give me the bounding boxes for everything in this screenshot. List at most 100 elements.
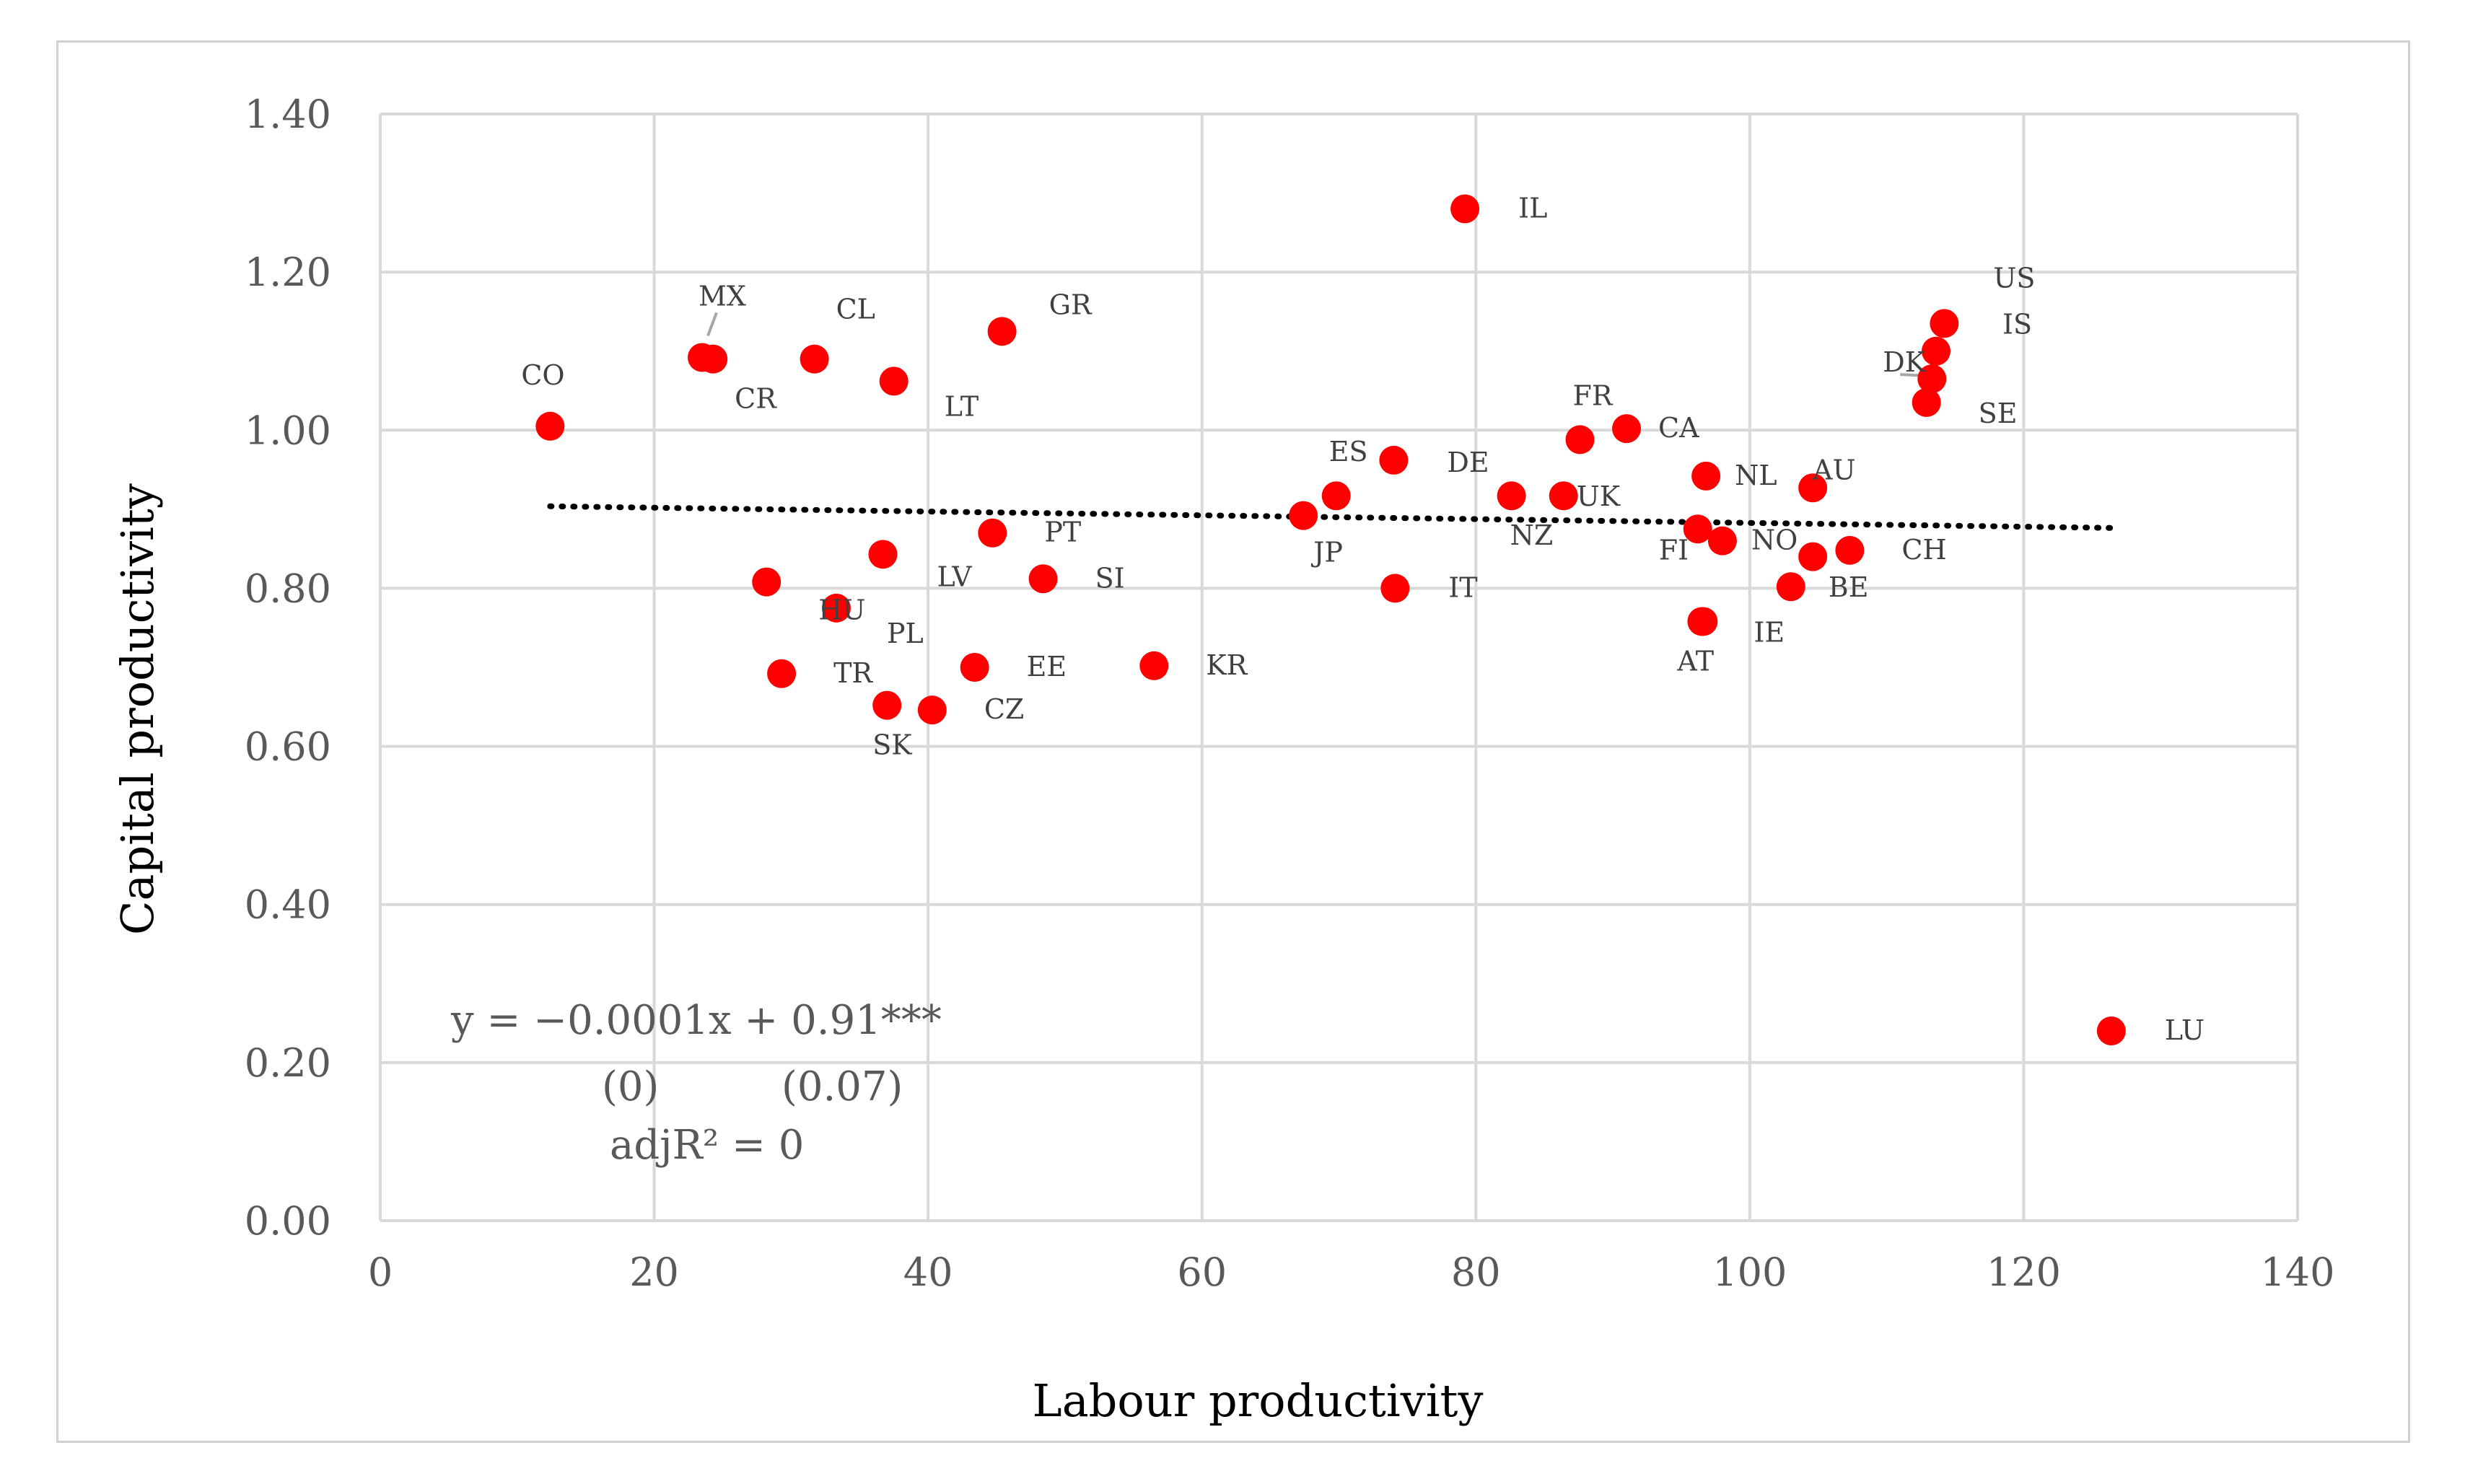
point-be2: [1798, 542, 1828, 571]
point-fi: [1683, 514, 1712, 544]
point-label-de: DE: [1447, 447, 1489, 478]
point-label-fr: FR: [1573, 379, 1614, 411]
y-tick-label: 0.40: [245, 882, 331, 928]
point-label-lv: LV: [937, 561, 973, 592]
x-tick-label: 0: [368, 1250, 393, 1295]
std-error-slope: (0): [602, 1063, 659, 1110]
point-hu: [752, 567, 781, 597]
point-label-no: NO: [1751, 524, 1798, 556]
point-ca: [1612, 414, 1642, 444]
x-tick-label: 100: [1712, 1250, 1787, 1295]
point-kr: [1139, 651, 1169, 680]
point-lv: [868, 540, 898, 569]
point-label-cr: CR: [735, 383, 777, 415]
point-label-si: SI: [1095, 562, 1125, 594]
point-ie: [1689, 607, 1718, 636]
point-it: [1380, 574, 1410, 603]
point-ch: [1835, 535, 1865, 565]
point-label-pt: PT: [1044, 517, 1081, 548]
x-tick-label: 80: [1451, 1250, 1501, 1295]
point-cz: [917, 695, 947, 725]
point-label-it: IT: [1448, 571, 1477, 603]
y-tick-label: 0.60: [245, 724, 331, 770]
point-label-nl: NL: [1735, 460, 1777, 491]
point-label-sk: SK: [872, 729, 912, 761]
point-label-ee: EE: [1027, 651, 1067, 682]
point-label-hu: HU: [818, 594, 865, 626]
regression-annotation: y = −0.0001x + 0.91*** (0) (0.07) adjR² …: [450, 997, 942, 1169]
point-be: [1776, 572, 1805, 602]
point-label-cz: CZ: [984, 693, 1024, 725]
point-is: [1921, 336, 1950, 366]
point-label-tr: TR: [833, 657, 873, 689]
point-label-uk: UK: [1577, 480, 1621, 512]
point-cl: [800, 344, 829, 374]
trendline-dotted: [547, 503, 2114, 531]
point-de: [1379, 445, 1409, 475]
leader-mx: [706, 312, 718, 337]
point-au: [1798, 473, 1828, 503]
y-axis-tick-labels: 0.00 0.20 0.40 0.60 0.80 1.00 1.20 1.40: [245, 92, 331, 1244]
point-cr: [699, 344, 728, 374]
std-error-intercept: (0.07): [781, 1063, 903, 1110]
point-label-lu: LU: [2165, 1014, 2205, 1046]
leader-lines: [706, 312, 1928, 378]
horizontal-gridlines: [380, 113, 2298, 1222]
vertical-gridlines: [379, 114, 2299, 1221]
data-points: [535, 194, 2126, 1046]
point-label-es: ES: [1329, 436, 1368, 467]
point-label-be: BE: [1829, 571, 1869, 603]
point-co: [535, 411, 565, 441]
point-gr: [987, 317, 1017, 346]
y-tick-label: 1.40: [245, 92, 331, 137]
trendline: [547, 503, 2114, 531]
point-il: [1450, 194, 1480, 224]
point-jp: [1289, 501, 1318, 530]
point-pl: [821, 593, 851, 623]
point-label-kr: KR: [1206, 649, 1248, 681]
x-tick-label: 140: [2260, 1250, 2334, 1295]
point-label-us: US: [1993, 262, 2035, 294]
point-se: [1912, 387, 1941, 417]
y-axis-title: Capital productivity: [111, 483, 164, 935]
point-nz: [1497, 481, 1526, 511]
point-es: [1321, 481, 1351, 511]
y-tick-label: 0.80: [245, 566, 331, 611]
equation-line: y = −0.0001x + 0.91***: [450, 997, 942, 1044]
point-label-nz: NZ: [1510, 519, 1554, 551]
point-dk: [1917, 364, 1947, 394]
point-ee: [960, 653, 989, 682]
point-label-il: IL: [1518, 192, 1547, 224]
point-fr: [1565, 425, 1595, 455]
y-tick-label: 1.00: [245, 408, 331, 453]
x-axis-tick-labels: 0 20 40 60 80 100 120 140: [368, 1250, 2335, 1295]
y-tick-label: 1.20: [245, 250, 331, 295]
point-label-is: IS: [2002, 309, 2032, 341]
point-label-pl: PL: [887, 618, 924, 649]
point-label-ca: CA: [1658, 412, 1699, 444]
x-tick-label: 120: [1987, 1250, 2061, 1295]
point-label-cl: CL: [836, 294, 875, 325]
point-nl: [1691, 461, 1721, 491]
point-label-mx: MX: [699, 280, 746, 312]
point-us: [1930, 309, 1959, 338]
point-label-au: AU: [1812, 454, 1855, 486]
chart-frame: [56, 40, 2410, 1443]
point-label-ie: IE: [1753, 616, 1785, 648]
y-tick-label: 0.20: [245, 1040, 331, 1086]
point-tr: [767, 659, 797, 688]
x-tick-label: 20: [629, 1250, 679, 1295]
point-label-lt: LT: [945, 390, 978, 422]
point-si: [1028, 564, 1058, 594]
point-label-at: AT: [1676, 645, 1714, 677]
point-uk: [1549, 481, 1578, 511]
point-sk: [872, 690, 902, 720]
adj-r-squared: adjR² = 0: [610, 1122, 804, 1169]
point-label-fi: FI: [1659, 534, 1689, 566]
point-pt: [978, 518, 1007, 548]
y-tick-label: 0.00: [245, 1198, 331, 1244]
point-lu: [2096, 1017, 2126, 1046]
x-tick-label: 60: [1177, 1250, 1227, 1295]
